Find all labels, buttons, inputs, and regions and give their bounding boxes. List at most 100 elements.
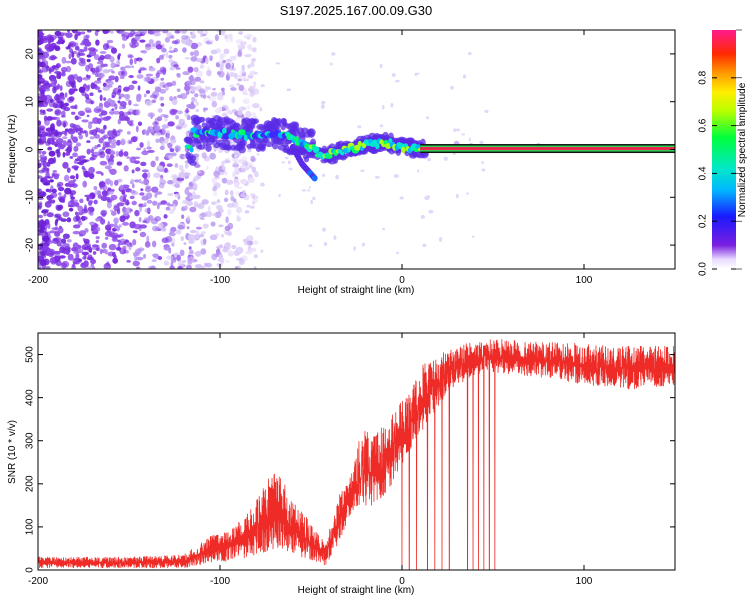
spectrogram-noise-speckle [220, 233, 225, 238]
spectrogram-noise-speckle [243, 241, 250, 246]
spectrogram-noise-speckle [52, 237, 59, 245]
spectrogram-noise-speckle [66, 239, 72, 243]
spectrogram-noise-speckle [471, 235, 475, 238]
spectrogram-noise-speckle [85, 34, 90, 39]
spectrogram-noise-speckle [95, 247, 100, 252]
spectrogram-noise-speckle [46, 247, 52, 255]
spectrogram-noise-speckle [173, 96, 177, 100]
spectrogram-noise-speckle [123, 93, 131, 99]
spectrogram-noise-speckle [48, 150, 56, 157]
spectrogram-noise-speckle [62, 211, 70, 218]
spectrogram-noise-speckle [221, 87, 225, 92]
spectrogram-noise-speckle [38, 47, 42, 52]
spectrogram-noise-speckle [63, 102, 70, 107]
spectrogram-noise-speckle [241, 64, 245, 72]
spectrogram-noise-speckle [420, 214, 426, 219]
spectrogram-noise-speckle [68, 41, 77, 48]
spectrogram-noise-speckle [133, 41, 139, 48]
spectrogram-noise-speckle [177, 260, 185, 268]
spectrogram-noise-speckle [171, 98, 178, 106]
spectrogram-noise-speckle [76, 76, 83, 83]
spectrogram-noise-speckle [203, 108, 206, 113]
spectrogram-noise-speckle [46, 108, 54, 112]
spectrogram-noise-speckle [242, 92, 249, 96]
spectrogram-noise-speckle [54, 30, 62, 36]
spectrogram-noise-speckle [106, 201, 112, 209]
spectrogram-noise-speckle [119, 75, 125, 79]
spectrogram-noise-speckle [247, 73, 253, 77]
spectrogram-noise-speckle [242, 98, 250, 105]
spectrogram-noise-speckle [176, 88, 181, 92]
spectrogram-noise-speckle [253, 81, 256, 86]
spectrogram-noise-speckle [310, 199, 314, 205]
spectrogram-noise-speckle [202, 92, 207, 100]
spectrogram-noise-speckle [161, 237, 169, 244]
spectrogram-noise-speckle [126, 259, 131, 263]
spectrogram-noise-speckle [78, 156, 84, 162]
spectrogram-noise-speckle [224, 171, 228, 176]
spectrogram-noise-speckle [438, 237, 443, 242]
spectrogram-noise-speckle [75, 253, 80, 260]
spectrogram-noise-speckle [357, 125, 362, 129]
snr-x-tick-label: 100 [576, 576, 593, 587]
spectrogram-noise-speckle [96, 108, 104, 112]
snr-x-tick-label: 0 [399, 576, 405, 587]
spectrogram-noise-speckle [58, 192, 62, 196]
spectrogram-noise-speckle [172, 203, 176, 211]
spectrogram-noise-speckle [173, 64, 179, 68]
spectrogram-noise-speckle [144, 208, 151, 214]
colorbar-tick-label: 0.4 [698, 166, 709, 180]
colorbar-tick-label: 0.2 [698, 214, 709, 228]
spectrogram-noise-speckle [195, 108, 200, 113]
spectrogram-noise-speckle [428, 209, 434, 214]
spectrogram-noise-speckle [121, 36, 128, 41]
spectrogram-noise-speckle [93, 185, 98, 191]
spectrogram-signal-blob [259, 144, 266, 152]
spectrogram-noise-speckle [160, 77, 165, 81]
spectrogram-noise-speckle [76, 161, 82, 165]
spectrogram-noise-speckle [175, 67, 181, 70]
spectrogram-noise-speckle [453, 128, 457, 133]
spectrogram-noise-speckle [147, 112, 155, 118]
spectrogram-noise-speckle [171, 80, 177, 86]
spectrogram-noise-speckle [100, 195, 109, 202]
spectrogram-noise-speckle [97, 143, 101, 148]
spectrogram-noise-speckle [151, 240, 157, 248]
spectrogram-noise-speckle [77, 205, 84, 212]
spectrogram-noise-speckle [110, 30, 114, 34]
spectrogram-noise-speckle [225, 62, 231, 70]
spectrogram-noise-speckle [221, 160, 225, 167]
spectrogram-noise-speckle [38, 125, 46, 131]
spectrogram-noise-speckle [153, 31, 161, 37]
spectrogram-noise-speckle [213, 191, 218, 197]
spectrogram-noise-speckle [74, 166, 78, 171]
spectrogram-noise-speckle [135, 167, 141, 172]
spectrogram-noise-speckle [186, 104, 193, 109]
spectrogram-noise-speckle [205, 210, 213, 218]
spectrogram-noise-speckle [146, 146, 152, 150]
spectrogram-noise-speckle [218, 244, 224, 248]
spectrogram-noise-speckle [91, 244, 99, 248]
spectrogram-noise-speckle [43, 212, 47, 217]
spectrogram-noise-speckle [142, 220, 147, 224]
spectrogram-signal-blob [276, 118, 282, 126]
spectrogram-noise-speckle [47, 146, 53, 151]
spectrogram-noise-speckle [86, 58, 91, 63]
spectrogram-noise-speckle [155, 86, 162, 93]
spectrogram-branch-blob [311, 174, 318, 182]
colorbar-tick-label: 0.0 [698, 262, 709, 276]
spectrogram-noise-speckle [205, 262, 213, 268]
spectrogram-noise-speckle [228, 72, 236, 78]
spectrogram-noise-speckle [152, 121, 159, 127]
spectrogram-noise-speckle [133, 156, 141, 160]
spectrogram-noise-speckle [40, 250, 46, 257]
spectrogram-noise-speckle [67, 128, 76, 135]
spectrogram-noise-speckle [308, 244, 313, 247]
spectrogram-signal-blob [217, 123, 226, 130]
spectrogram-noise-speckle [84, 240, 88, 246]
spectrogram-noise-speckle [426, 116, 430, 120]
spectrogram-noise-speckle [148, 67, 156, 72]
spectrogram-noise-speckle [278, 193, 281, 198]
spectrogram-noise-speckle [38, 159, 41, 163]
